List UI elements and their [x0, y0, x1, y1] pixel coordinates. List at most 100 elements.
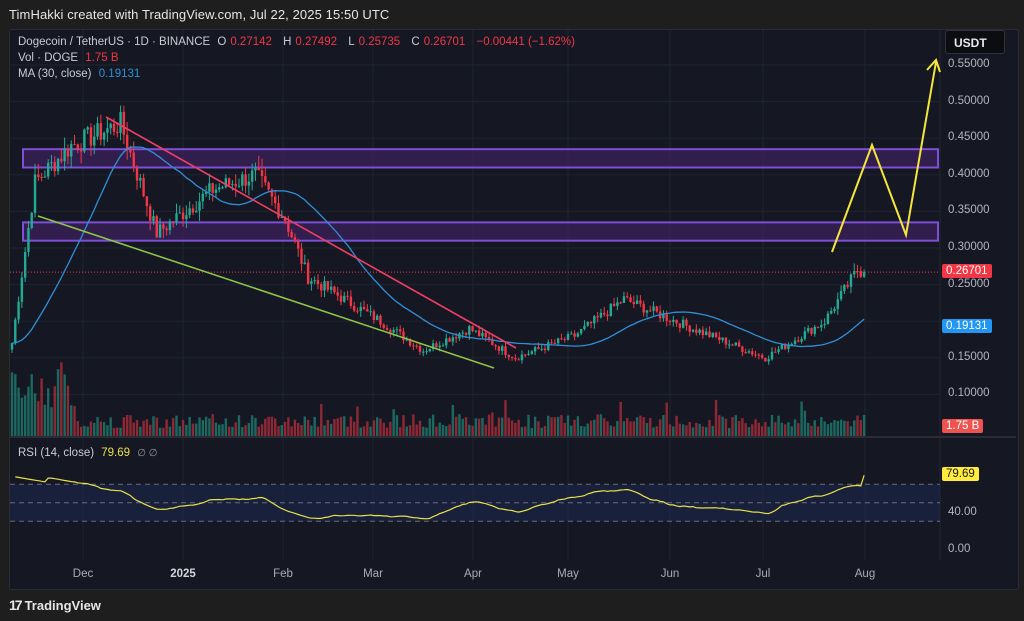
candle-body — [533, 347, 537, 352]
chart-panel[interactable] — [9, 29, 1019, 590]
candle-body — [247, 181, 251, 186]
candle-body — [573, 333, 576, 337]
candle-body — [428, 349, 432, 352]
candle-body — [510, 357, 514, 359]
symbol-label[interactable]: Dogecoin / TetherUS · 1D · BINANCE — [18, 36, 211, 48]
candle-body — [481, 332, 484, 337]
volume-bar — [214, 422, 218, 436]
time-axis-label: Feb — [273, 568, 293, 580]
volume-bar — [395, 415, 399, 436]
candle-body — [17, 301, 20, 320]
volume-bar — [280, 425, 283, 436]
volume-bar — [826, 424, 830, 436]
volume-bar — [583, 426, 586, 436]
candle-body — [181, 212, 185, 220]
volume-bar — [303, 416, 307, 436]
price-axis-label: 0.40000 — [948, 167, 990, 180]
candle-body — [300, 248, 303, 264]
candle-body — [20, 277, 24, 302]
candle-body — [79, 149, 83, 152]
candle-body — [497, 346, 501, 351]
candle-body — [293, 237, 297, 241]
volume-bar — [589, 420, 593, 436]
candle-body — [790, 343, 793, 345]
volume-bar — [145, 419, 149, 436]
rsi-legend: RSI (14, close) 79.69 ∅ ∅ — [18, 447, 158, 459]
candle-body — [491, 339, 494, 346]
candle-body — [649, 310, 652, 312]
volume-bar — [349, 416, 353, 436]
volume-bar — [770, 414, 774, 436]
candle-body — [214, 189, 218, 193]
volume-bar — [672, 426, 675, 436]
volume-bar — [372, 420, 376, 436]
candle-body — [609, 303, 612, 317]
candle-body — [178, 212, 181, 214]
candle-body — [254, 167, 257, 171]
volume-bar — [221, 424, 224, 436]
candle-body — [418, 346, 422, 352]
volume-bar — [17, 387, 20, 436]
volume-bar — [323, 425, 326, 436]
rsi-axis-0: 0.00 — [948, 543, 971, 555]
attribution-text: TimHakki created with TradingView.com, J… — [9, 7, 390, 22]
volume-bar — [188, 416, 191, 436]
volume-bar — [691, 427, 695, 436]
rsi-line — [15, 475, 865, 520]
candle-body — [336, 292, 339, 296]
volume-bar — [139, 426, 142, 436]
candle-body — [695, 329, 698, 333]
volume-bar — [596, 414, 599, 436]
volume-bar — [185, 424, 188, 436]
volume-bar — [642, 417, 645, 436]
candle-body — [793, 340, 797, 344]
candle-body — [751, 351, 754, 355]
candle-body — [747, 351, 751, 353]
candle-body — [297, 240, 300, 249]
candle-body — [280, 216, 283, 218]
volume-bar — [129, 415, 132, 436]
volume-bar — [385, 427, 389, 436]
volume-bar — [418, 420, 422, 436]
volume-bar — [435, 426, 438, 436]
volume-bar — [471, 425, 474, 436]
volume-bar — [800, 401, 803, 436]
volume-bar — [504, 400, 507, 436]
candle-body — [119, 111, 122, 133]
candle-body — [43, 176, 47, 178]
tradingview-brand[interactable]: 17 TradingView — [9, 597, 101, 613]
zone-rectangle — [22, 221, 939, 242]
currency-button[interactable]: USDT — [945, 30, 1005, 54]
volume-bar — [366, 421, 369, 436]
volume-value: 1.75 B — [85, 52, 119, 64]
candle-body — [708, 331, 711, 337]
candle-body — [389, 329, 392, 333]
candle-body — [231, 183, 234, 185]
candle-body — [774, 351, 777, 353]
volume-bar — [777, 415, 780, 436]
volume-bar — [142, 420, 145, 436]
candle-body — [431, 343, 435, 350]
volume-bar — [431, 414, 435, 436]
volume-bar — [675, 415, 678, 436]
volume-bar — [20, 397, 24, 436]
candle-body — [547, 342, 550, 351]
volume-bar — [290, 426, 293, 436]
candle-body — [461, 332, 464, 334]
volume-bar — [704, 427, 708, 436]
candle-body — [362, 306, 366, 310]
ma-value: 0.19131 — [98, 68, 141, 80]
candle-body — [507, 354, 510, 358]
candle-body — [543, 348, 547, 351]
price-axis-label: 0.10000 — [948, 387, 990, 400]
volume-bar — [422, 426, 425, 436]
candle-body — [139, 178, 142, 181]
volume-bar — [277, 426, 280, 436]
volume-bar — [530, 427, 534, 436]
volume-bar — [441, 424, 445, 436]
volume-bar — [40, 378, 43, 436]
candle-body — [728, 344, 731, 346]
candle-body — [583, 325, 586, 330]
volume-bar — [359, 427, 362, 436]
